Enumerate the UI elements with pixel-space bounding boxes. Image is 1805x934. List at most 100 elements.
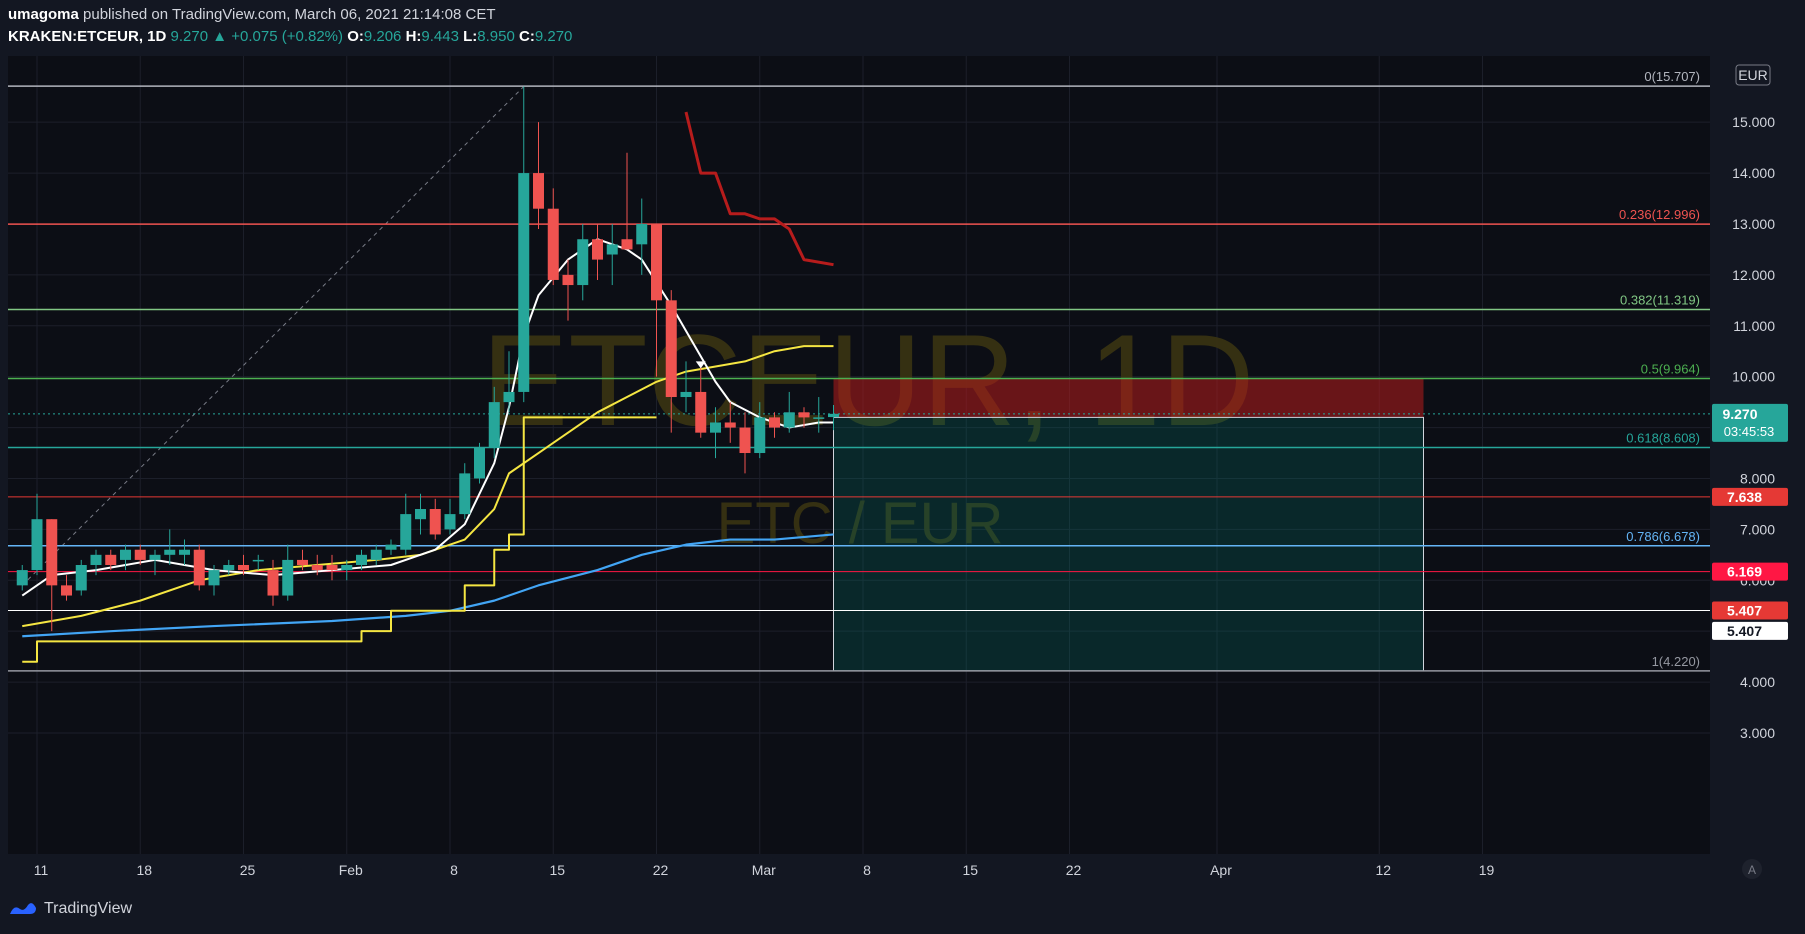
candle-body	[297, 559, 308, 565]
author[interactable]: umagoma	[8, 6, 79, 23]
symbol-label: KRAKEN:ETCEUR, 1D	[8, 28, 167, 45]
candle-body	[828, 413, 839, 418]
auto-scale-button[interactable]	[1742, 859, 1762, 879]
time-tick-label: 25	[240, 862, 256, 878]
trend-line[interactable]	[21, 86, 525, 586]
open-label: O:	[347, 28, 364, 45]
candle-body	[75, 565, 87, 591]
candle-body	[193, 549, 205, 586]
time-tick-label: 22	[1066, 862, 1082, 878]
candle-body	[179, 549, 190, 555]
candle-body	[415, 509, 426, 520]
candle-body	[326, 565, 338, 571]
candle-body	[46, 519, 58, 586]
price-tick-label: 4.000	[1740, 674, 1775, 690]
price-tick-label: 8.000	[1740, 470, 1775, 486]
price-tag-bg	[1712, 601, 1788, 620]
candle-body	[518, 173, 530, 392]
candle-body	[739, 427, 751, 454]
candle-body	[16, 570, 28, 586]
currency-badge[interactable]	[1735, 64, 1771, 86]
low-value: 8.950	[477, 28, 515, 45]
time-tick-label: Mar	[752, 862, 776, 878]
grid-lines	[8, 56, 1710, 854]
symbol-info: KRAKEN:ETCEUR, 1D 9.270 ▲ +0.075 (+0.82%…	[8, 28, 572, 45]
close-label: C:	[519, 28, 535, 45]
candle-body	[90, 554, 102, 565]
moving-average-blue	[22, 533, 834, 638]
candle-body	[474, 447, 485, 479]
candle-body	[636, 223, 648, 245]
candle-body	[311, 565, 323, 571]
fib-levels[interactable]: 0(15.707) 0.236(12.996) 0.382(11.319) 0.5(9…	[8, 69, 1710, 672]
moving-average-white	[21, 238, 834, 597]
time-tick-label: 12	[1375, 862, 1391, 878]
price-tag: 5.407	[1727, 602, 1762, 618]
price-tag-bg	[1712, 621, 1788, 640]
candle-body	[238, 565, 249, 571]
candle-body	[665, 300, 677, 398]
candle-body	[695, 391, 707, 433]
price-tick-label: 13.000	[1732, 216, 1775, 232]
time-tick-label: 15	[962, 862, 978, 878]
candle-body	[459, 473, 471, 515]
change-arrow-icon: ▲	[212, 28, 228, 45]
low-label: L:	[463, 28, 478, 45]
down-marker-icon	[695, 361, 706, 369]
price-tag: 5.407	[1727, 623, 1762, 639]
price-tag-bg	[1712, 562, 1788, 581]
price-tick-label: 3.000	[1740, 725, 1775, 741]
time-tick-label: 22	[653, 862, 669, 878]
candle-body	[223, 565, 235, 571]
candle-body	[341, 565, 353, 571]
stop-loss-zone[interactable]	[833, 378, 1424, 418]
candle-body	[503, 391, 515, 403]
take-profit-zone[interactable]	[833, 416, 1424, 672]
candle-body	[208, 570, 220, 586]
candle-body	[533, 173, 544, 209]
time-axis[interactable]	[8, 854, 1788, 888]
candle-body	[606, 244, 618, 255]
high-label: H:	[405, 28, 422, 45]
candle-body	[149, 554, 161, 560]
price-tick-label: 10.000	[1732, 369, 1775, 385]
price-tag-bg	[1712, 487, 1788, 506]
time-tick-label: 11	[34, 862, 49, 878]
fib-level-label: 0(15.707)	[1644, 69, 1700, 84]
moving-average-yellow	[22, 345, 834, 628]
candle-body	[488, 402, 500, 448]
candle-body	[547, 208, 559, 280]
candle-body	[120, 549, 131, 560]
candle-body	[61, 585, 72, 596]
candle-body	[134, 549, 146, 560]
time-tick-label: 15	[549, 862, 565, 878]
price-axis[interactable]	[1710, 56, 1788, 854]
position-tool[interactable]	[833, 378, 1424, 672]
price-tag: 7.638	[1727, 489, 1762, 505]
currency-label: EUR	[1738, 67, 1768, 83]
time-tick-label: 19	[1479, 862, 1495, 878]
candle-body	[592, 239, 603, 260]
plot-area[interactable]	[8, 56, 1710, 854]
fib-level-label: 0.618(8.608)	[1626, 431, 1700, 446]
candle-body	[651, 223, 662, 301]
candle-body	[562, 274, 574, 286]
fib-level-label: 0.236(12.996)	[1619, 207, 1700, 222]
high-value: 9.443	[421, 28, 459, 45]
price-tags: 7.638 6.169 5.407 5.407 9.270 03:45:53	[1712, 403, 1788, 640]
candle-body	[444, 514, 456, 530]
red-projection-line	[684, 111, 834, 267]
current-price-label: 9.270	[1722, 406, 1757, 422]
fib-level-label: 0.382(11.319)	[1620, 293, 1700, 308]
footer-brand[interactable]: TradingView	[44, 900, 133, 917]
open-value: 9.206	[363, 28, 402, 45]
published-text: published on TradingView.com, March 06, …	[83, 6, 496, 23]
time-tick-label: Apr	[1210, 862, 1232, 878]
candles	[16, 86, 839, 632]
time-tick-label: 18	[136, 862, 152, 878]
price-tick-label: 15.000	[1732, 114, 1775, 130]
footer: TradingView	[8, 900, 132, 918]
price-tick-label: 12.000	[1732, 267, 1775, 283]
tradingview-logo-icon	[10, 903, 36, 914]
